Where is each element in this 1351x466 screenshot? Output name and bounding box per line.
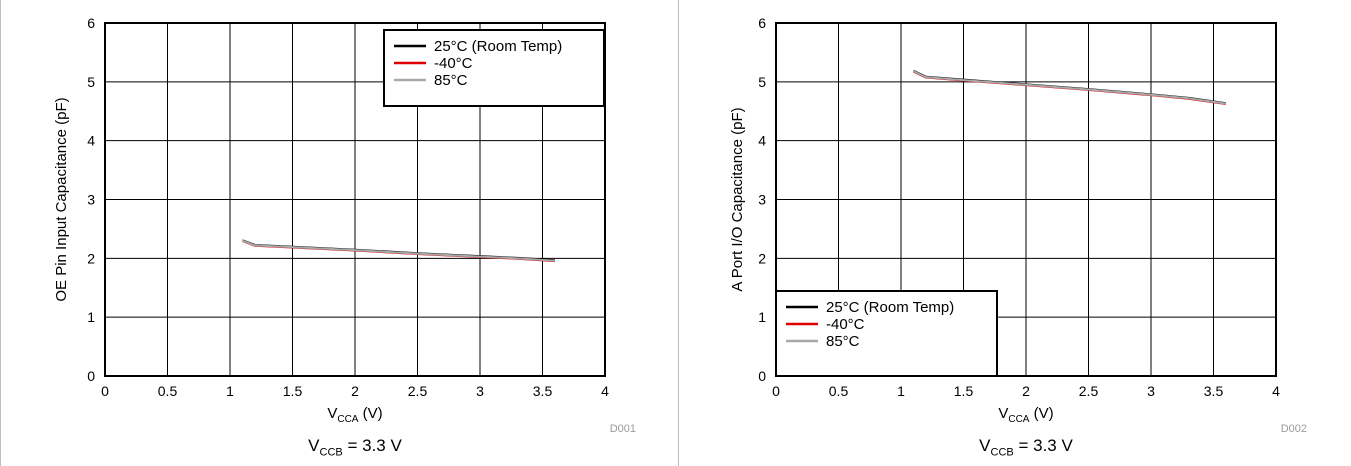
plot-border xyxy=(104,22,606,377)
x-axis-label: VCCA (V) xyxy=(327,405,382,425)
caption-rest: = 3.3 V xyxy=(1013,436,1073,455)
legend-box xyxy=(383,29,605,107)
x-tick-label: 1 xyxy=(897,383,905,399)
legend-box xyxy=(775,290,998,377)
y-axis-label: A Port I/O Capacitance (pF) xyxy=(729,107,746,291)
series-line xyxy=(913,70,1227,105)
x-tick-label: 3 xyxy=(1147,383,1155,399)
caption-sub: CCB xyxy=(990,446,1014,459)
x-tick-label: 1.5 xyxy=(954,383,974,399)
x-tick-label: 1.5 xyxy=(283,383,303,399)
x-tick-label: 2 xyxy=(351,383,359,399)
x-tick-label: 3.5 xyxy=(1204,383,1224,399)
figure-code: D002 xyxy=(1281,423,1307,435)
y-axis-label: OE Pin Input Capacitance (pF) xyxy=(53,97,70,301)
chart-a-port-capacitance: 0 0.5 1 1.5 2 2.5 3 3.5 4 0 1 2 3 4 5 6 25°C (Room Temp)… xyxy=(729,15,1307,435)
y-tick-label: 6 xyxy=(758,15,766,31)
y-tick-label: 4 xyxy=(87,133,95,149)
chart-oe-pin-capacitance: 0 0.5 1 1.5 2 2.5 3 3.5 4 0 1 2 3 4 5 6 25°C (Room Temp)… xyxy=(53,15,636,435)
legend-label: -40°C xyxy=(826,316,865,333)
caption-sub: CCB xyxy=(319,446,343,459)
x-axis-label: VCCA (V) xyxy=(998,405,1053,425)
x-tick-label: 0 xyxy=(772,383,780,399)
legend-label: 25°C (Room Temp) xyxy=(826,299,954,316)
x-tick-label: 2 xyxy=(1022,383,1030,399)
y-tick-label: 5 xyxy=(87,74,95,90)
x-tick-label: 3 xyxy=(476,383,484,399)
y-tick-label: 1 xyxy=(758,309,766,325)
y-tick-label: 5 xyxy=(758,74,766,90)
panel-divider xyxy=(678,0,679,466)
caption-left: VCCB = 3.3 V xyxy=(205,436,505,458)
legend-label: -40°C xyxy=(434,55,473,72)
y-tick-label: 6 xyxy=(87,15,95,31)
plot-border xyxy=(775,22,1277,377)
y-tick-label: 4 xyxy=(758,133,766,149)
y-tick-label: 2 xyxy=(87,250,95,266)
legend-label: 85°C xyxy=(434,72,468,89)
legend-label: 25°C (Room Temp) xyxy=(434,38,562,55)
y-tick-label: 0 xyxy=(758,368,766,384)
legend-label: 85°C xyxy=(826,333,860,350)
x-tick-label: 2.5 xyxy=(1079,383,1099,399)
y-tick-label: 3 xyxy=(87,192,95,208)
series-line xyxy=(242,239,556,262)
x-tick-label: 0.5 xyxy=(829,383,849,399)
x-tick-label: 2.5 xyxy=(408,383,428,399)
x-tick-label: 1 xyxy=(226,383,234,399)
caption-right: VCCB = 3.3 V xyxy=(876,436,1176,458)
x-tick-label: 3.5 xyxy=(533,383,553,399)
y-tick-label: 2 xyxy=(758,250,766,266)
x-tick-label: 0.5 xyxy=(158,383,178,399)
caption-main: V xyxy=(308,436,320,455)
caption-rest: = 3.3 V xyxy=(342,436,402,455)
caption-main: V xyxy=(979,436,991,455)
x-tick-label: 0 xyxy=(101,383,109,399)
y-tick-label: 3 xyxy=(758,192,766,208)
y-tick-label: 0 xyxy=(87,368,95,384)
x-tick-label: 4 xyxy=(601,383,609,399)
figure-code: D001 xyxy=(610,423,636,435)
x-tick-label: 4 xyxy=(1272,383,1280,399)
y-tick-label: 1 xyxy=(87,309,95,325)
